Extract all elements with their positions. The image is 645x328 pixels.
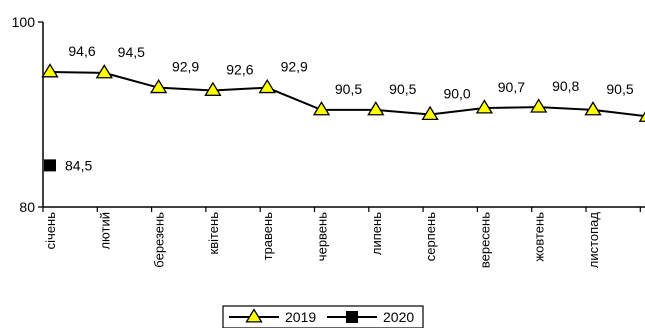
marker-2019 [258, 78, 276, 94]
x-tick-label: серпень [423, 212, 438, 261]
x-tick-label: січень [43, 212, 58, 250]
marker-2019 [312, 101, 331, 116]
marker-2019 [41, 63, 59, 78]
data-labels: 94,6 94,5 92,9 92,6 92,9 90,5 90,5 90,0 90,7 90,8… [65, 43, 634, 173]
data-label: 90,8 [552, 78, 579, 94]
x-tick-label: вересень [477, 212, 492, 268]
series-lines [49, 70, 645, 118]
marker-2019 [584, 101, 602, 116]
marker-2019 [530, 98, 548, 113]
marker-2020 [44, 159, 56, 172]
marker-2019 [149, 78, 168, 94]
x-tick-label: лютий [97, 212, 112, 250]
marker-2019 [475, 99, 494, 114]
series-line-2019 [49, 70, 645, 118]
marker-2019 [204, 81, 222, 96]
x-ticks: січень лютий березень квітень травень червень… [42, 207, 645, 269]
data-label: 84,5 [65, 157, 92, 173]
y-ticks: 80 100 [12, 14, 43, 215]
axes [42, 22, 645, 208]
x-tick-label: липень [369, 212, 384, 255]
x-tick-label: грудень [640, 212, 645, 259]
marker-2019 [95, 64, 113, 79]
data-label: 90,5 [389, 81, 416, 97]
legend-marker-2020 [346, 311, 358, 323]
x-tick-label: червень [315, 212, 330, 261]
x-tick-label: травень [260, 212, 275, 261]
legend-label-2019: 2019 [285, 309, 316, 325]
markers [41, 63, 645, 172]
data-label: 92,9 [172, 59, 199, 75]
y-tick-label: 100 [12, 14, 36, 30]
legend-box [222, 305, 424, 328]
legend-label-2020: 2020 [383, 309, 414, 325]
marker-2019 [421, 105, 439, 121]
x-tick-label: листопад [586, 212, 601, 269]
legend-marker-2019 [245, 308, 263, 323]
marker-2019 [638, 111, 645, 122]
marker-2019 [367, 101, 385, 116]
data-label: 90,5 [606, 81, 633, 97]
data-label: 90,0 [443, 86, 470, 102]
data-label: 94,6 [68, 43, 95, 59]
x-tick-label: квітень [206, 212, 221, 255]
data-label: 94,5 [118, 44, 145, 60]
y-tick-label: 80 [19, 199, 35, 215]
x-tick-label: березень [152, 212, 167, 268]
data-label: 92,9 [281, 59, 308, 75]
x-tick-label: жовтень [532, 212, 547, 262]
data-label: 92,6 [226, 61, 253, 77]
legend: 2019 2020 [222, 305, 424, 328]
data-label: 90,5 [335, 81, 362, 97]
data-label: 90,7 [498, 79, 525, 95]
